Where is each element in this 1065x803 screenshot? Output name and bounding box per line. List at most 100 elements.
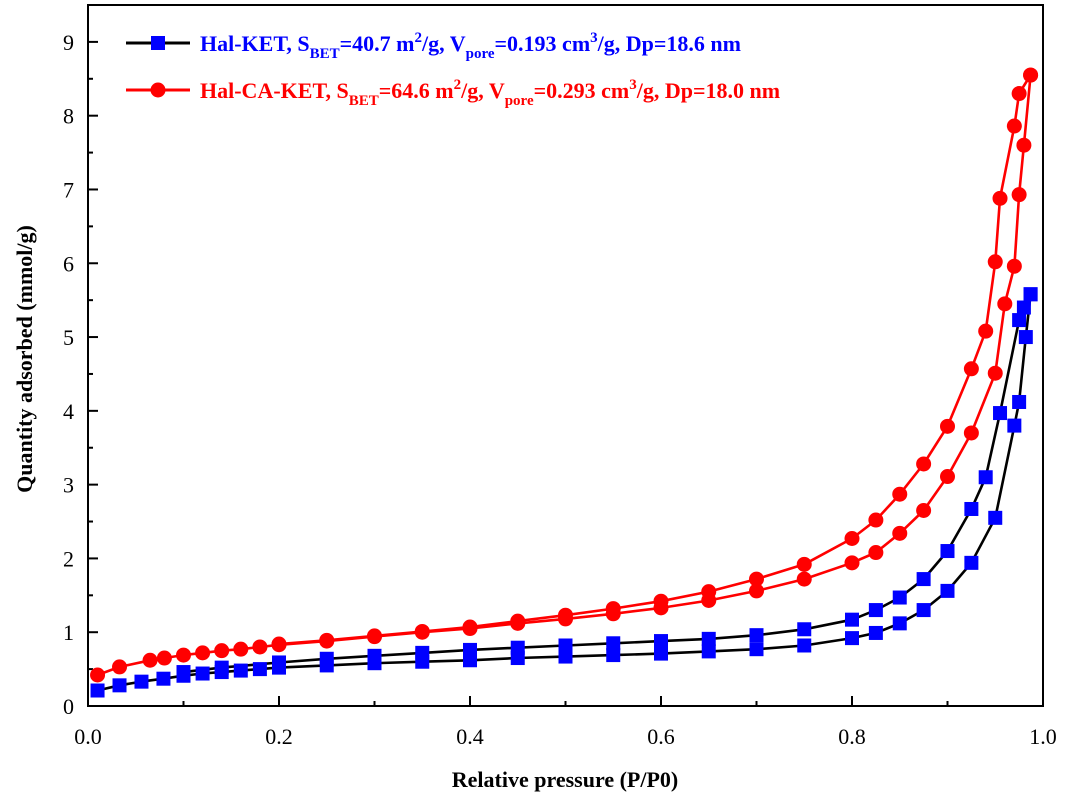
data-point [844, 555, 860, 571]
data-point [1023, 287, 1038, 302]
series-1 [90, 67, 1039, 683]
legend-superscript: 3 [590, 30, 598, 46]
data-point [868, 603, 883, 618]
data-point [176, 665, 191, 680]
data-point [90, 667, 106, 683]
data-point [195, 666, 210, 681]
data-point [1006, 118, 1022, 134]
legend-subscript: BET [310, 46, 340, 62]
y-tick-label: 3 [63, 473, 74, 498]
data-point [605, 601, 621, 617]
data-point [1011, 86, 1027, 102]
y-tick-label: 0 [63, 694, 74, 719]
legend-superscript: 2 [454, 77, 462, 93]
legend-subscript: BET [349, 93, 379, 109]
data-point [978, 323, 994, 339]
legend-text: /g, V [460, 78, 505, 103]
data-point [142, 652, 158, 668]
data-point [214, 643, 230, 659]
data-point [845, 631, 859, 646]
data-point [272, 655, 286, 670]
data-point [993, 406, 1008, 421]
data-point [510, 640, 525, 655]
data-point [940, 544, 955, 559]
data-point [701, 644, 716, 659]
data-point [964, 555, 979, 570]
data-point [845, 612, 859, 627]
data-point [319, 651, 334, 666]
x-tick-label: 0.0 [74, 724, 102, 749]
y-tick-label: 4 [63, 399, 74, 424]
data-point [1007, 418, 1022, 433]
data-point [90, 683, 105, 698]
data-point [987, 254, 1003, 270]
data-point [916, 502, 932, 518]
y-tick-label: 6 [63, 251, 74, 276]
legend-value: =0.193 cm [495, 31, 591, 56]
data-point [1006, 258, 1022, 274]
data-point [252, 662, 267, 677]
data-point [367, 648, 382, 663]
legend-value: =0.293 cm [534, 78, 630, 103]
data-point [997, 296, 1013, 312]
legend-label-prefix: Hal-KET, S [200, 31, 310, 56]
data-point [233, 641, 249, 657]
data-point [195, 645, 211, 661]
data-point [963, 425, 979, 441]
x-tick-label: 0.2 [265, 724, 293, 749]
data-point [414, 623, 430, 639]
data-point [892, 616, 907, 631]
legend-value: =64.6 m [379, 78, 454, 103]
data-point [415, 645, 430, 660]
data-point [992, 190, 1008, 206]
data-point [796, 556, 812, 572]
data-point [252, 639, 268, 655]
y-tick-label: 2 [63, 546, 74, 571]
data-point [214, 660, 229, 675]
data-point [156, 650, 172, 666]
legend-text: /g, Dp=18.6 nm [597, 31, 741, 56]
data-point [1012, 394, 1027, 409]
data-point [654, 634, 668, 649]
legend-entry-1: Hal-CA-KET, SBET=64.6 m2/g, Vpore=0.293 … [126, 77, 780, 109]
data-point [749, 642, 764, 657]
data-point [892, 525, 908, 541]
data-point [233, 663, 248, 678]
data-point [916, 572, 931, 587]
legend-text: /g, Dp=18.0 nm [636, 78, 780, 103]
data-point [176, 647, 191, 663]
data-point [654, 646, 668, 661]
data-point [271, 636, 287, 652]
data-point [701, 631, 716, 646]
data-point [892, 590, 907, 605]
data-point [868, 545, 884, 561]
data-point [112, 678, 127, 693]
data-point [1011, 187, 1027, 203]
data-point [940, 418, 955, 434]
data-point [558, 607, 573, 623]
data-point [112, 659, 128, 675]
y-tick-label: 8 [63, 104, 74, 129]
data-point [156, 671, 171, 686]
data-point [606, 636, 621, 651]
data-point [1023, 67, 1039, 83]
legend-value: =40.7 m [340, 31, 415, 56]
adsorption-line [97, 294, 1032, 692]
data-point [749, 628, 764, 643]
legend-marker [151, 36, 165, 50]
legend-subscript: pore [505, 93, 534, 109]
data-point [797, 638, 812, 653]
data-point [463, 642, 477, 657]
y-tick-label: 1 [63, 620, 74, 645]
series-0 [90, 287, 1038, 698]
legend-entry-0: Hal-KET, SBET=40.7 m2/g, Vpore=0.193 cm3… [126, 30, 741, 62]
x-tick-label: 0.4 [456, 724, 484, 749]
legend-label: Hal-CA-KET, SBET=64.6 m2/g, Vpore=0.293 … [200, 77, 780, 109]
x-axis-title: Relative pressure (P/P0) [452, 767, 678, 792]
data-point [558, 638, 573, 653]
data-point [868, 512, 884, 528]
legend: Hal-KET, SBET=40.7 m2/g, Vpore=0.193 cm3… [126, 30, 780, 109]
data-point [940, 583, 955, 598]
data-point [749, 571, 764, 587]
y-tick-label: 7 [63, 177, 74, 202]
